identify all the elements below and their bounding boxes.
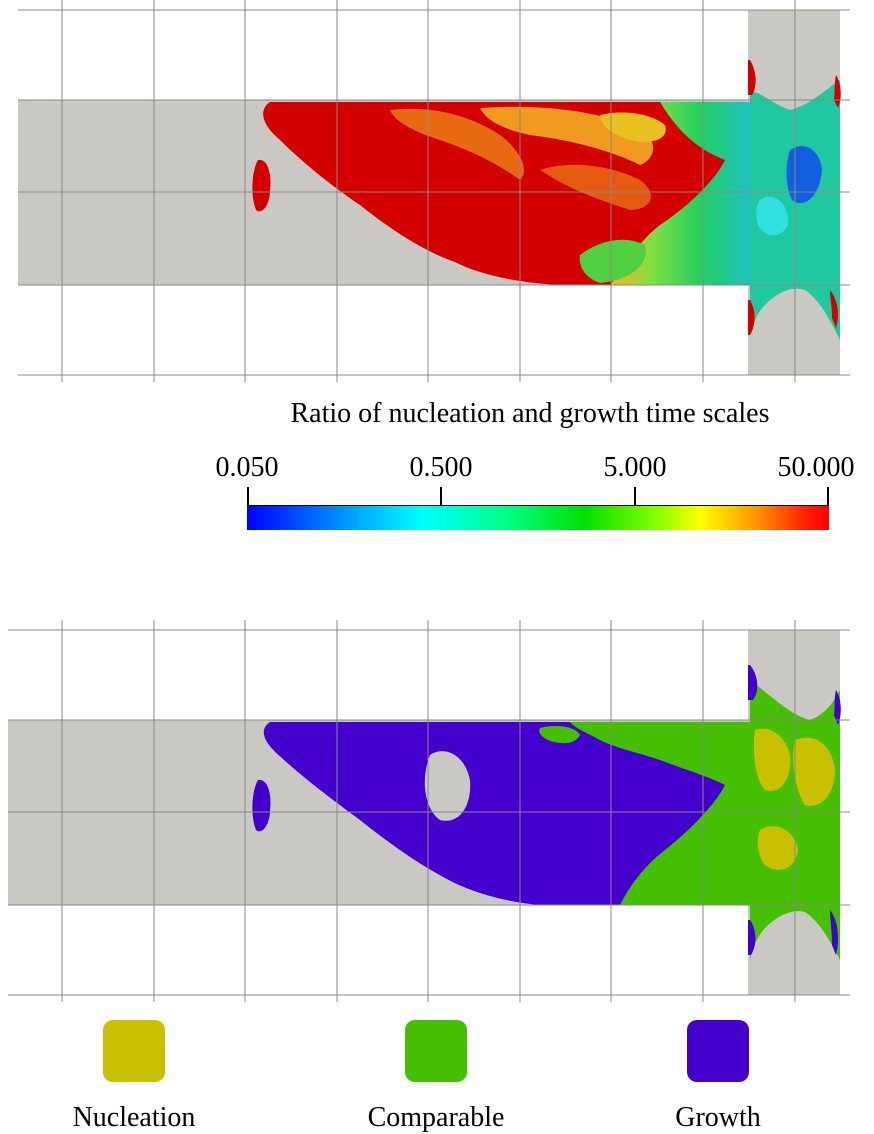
nucleation-region-2: [793, 737, 835, 806]
nucleation-region-3: [757, 826, 798, 870]
outlet-growth-edge-2: [834, 690, 841, 725]
legend-item-comparable: Comparable: [336, 1020, 536, 1134]
growth-region: [263, 722, 738, 905]
legend-item-nucleation: Nucleation: [34, 1020, 234, 1134]
green-streak: [579, 239, 646, 283]
legend-label: Growth: [675, 1102, 761, 1133]
colorbar-tick-label: 0.500: [409, 452, 473, 483]
outlet-red-edge-1: [748, 60, 756, 95]
comparable-region: [570, 722, 750, 905]
colorbar-tick: [440, 487, 442, 507]
orange-streak-1: [390, 108, 524, 180]
regime-field-plot: [0, 620, 874, 1010]
colorbar-tick: [827, 487, 829, 507]
legend-swatch-nucleation: [103, 1020, 165, 1082]
ratio-field-plot: [0, 0, 874, 390]
outlet-red-edge-4: [830, 290, 838, 328]
legend-swatch-growth: [687, 1020, 749, 1082]
legend-label: Nucleation: [72, 1102, 196, 1133]
outlet-growth-edge-1: [748, 665, 758, 700]
legend-label: Comparable: [367, 1102, 505, 1133]
colorbar-tick-label: 0.050: [215, 452, 279, 483]
colorbar-tick: [634, 487, 636, 507]
outlet-red-edge-3: [748, 300, 755, 335]
grid-lines: [18, 0, 850, 382]
colorbar-axis: [247, 487, 829, 507]
colorbar-tick-label: 50.000: [777, 452, 855, 483]
grid-lines: [8, 620, 850, 1002]
green-region: [610, 102, 750, 285]
legend-item-growth: Growth: [618, 1020, 818, 1134]
yellow-patch: [600, 112, 666, 142]
outlet-growth-edge-4: [830, 910, 838, 955]
orange-streak-3: [540, 164, 651, 210]
legend-swatch-comparable: [405, 1020, 467, 1082]
colorbar-tick: [247, 487, 249, 507]
grey-hole: [424, 751, 471, 821]
outlet-growth-edge-3: [748, 920, 756, 955]
red-blob: [252, 159, 271, 212]
comparable-streak: [539, 726, 580, 744]
colorbar-gradient: [247, 506, 829, 530]
regime-field-svg: [8, 620, 850, 1002]
growth-blob: [252, 779, 271, 832]
ratio-field-svg: [18, 0, 850, 382]
outlet-cyan: [756, 196, 789, 236]
nucleation-region-1: [753, 728, 791, 791]
colorbar-tick-label: 5.000: [603, 452, 667, 483]
colorbar-title: Ratio of nucleation and growth time scal…: [290, 398, 770, 429]
